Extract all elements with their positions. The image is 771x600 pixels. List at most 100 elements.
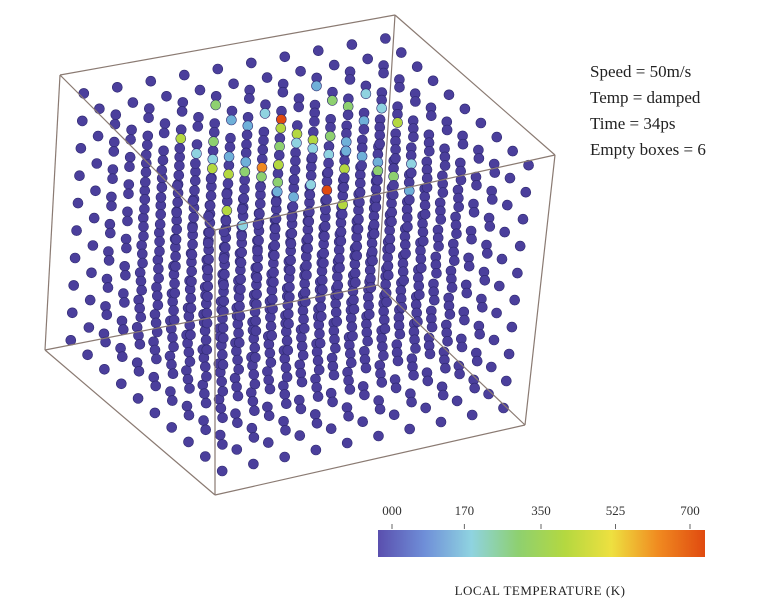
- atom: [384, 243, 396, 254]
- atom: [437, 389, 449, 401]
- atom: [137, 257, 148, 269]
- atom: [152, 299, 164, 311]
- atom: [284, 264, 296, 276]
- colorbar-tick-label: 525: [606, 503, 626, 518]
- atom: [216, 465, 228, 477]
- atom: [303, 216, 315, 227]
- atom: [314, 337, 326, 349]
- atom: [218, 295, 230, 307]
- atom: [109, 118, 121, 130]
- atom: [376, 377, 388, 388]
- atom: [344, 348, 356, 360]
- box-edge: [59, 74, 216, 231]
- atom: [72, 197, 84, 209]
- atom: [170, 251, 181, 262]
- atom: [183, 409, 195, 421]
- atom: [235, 257, 247, 268]
- atom: [311, 417, 323, 429]
- atom: [382, 260, 394, 272]
- atom: [293, 394, 305, 406]
- atom: [134, 338, 146, 350]
- atom: [285, 254, 297, 266]
- atom: [123, 179, 135, 190]
- atom: [373, 430, 384, 442]
- atom: [444, 309, 456, 320]
- atom: [179, 69, 190, 81]
- atom: [388, 180, 399, 191]
- atom: [453, 192, 464, 204]
- atom: [466, 233, 477, 245]
- atom: [239, 166, 251, 178]
- atom: [182, 373, 194, 385]
- atom: [158, 127, 170, 139]
- atom: [135, 311, 147, 323]
- atom: [187, 239, 198, 250]
- atom: [201, 307, 213, 319]
- atom: [268, 267, 279, 278]
- atom: [281, 371, 293, 383]
- atom: [288, 174, 300, 185]
- atom: [124, 151, 136, 163]
- atom: [318, 257, 329, 269]
- atom: [239, 183, 250, 195]
- atom: [253, 235, 264, 246]
- atom: [394, 328, 406, 340]
- box-edge: [377, 14, 396, 286]
- atom: [192, 121, 204, 132]
- atom: [370, 201, 382, 213]
- atom: [345, 357, 357, 369]
- atom: [367, 255, 378, 267]
- atom: [277, 86, 289, 98]
- atom: [287, 201, 299, 212]
- atom: [466, 409, 478, 421]
- atom: [283, 318, 294, 330]
- atom: [234, 300, 245, 312]
- atom: [142, 130, 154, 142]
- atom: [232, 417, 243, 429]
- atom: [185, 302, 197, 314]
- atom: [446, 282, 458, 293]
- atom: [374, 138, 386, 150]
- atom: [356, 160, 368, 171]
- atom: [354, 187, 366, 198]
- atom: [264, 383, 276, 395]
- atom: [517, 213, 529, 225]
- atom: [207, 163, 218, 174]
- atom: [417, 235, 429, 247]
- atom: [394, 82, 405, 93]
- atom: [293, 101, 305, 113]
- atom: [149, 344, 161, 356]
- atom: [471, 355, 483, 367]
- atom: [299, 287, 311, 298]
- atom: [390, 153, 401, 164]
- box-edge: [214, 424, 526, 496]
- atom: [507, 145, 519, 157]
- atom: [170, 234, 182, 245]
- atom: [491, 131, 503, 143]
- atom: [469, 382, 481, 394]
- box-edge: [44, 74, 61, 351]
- atom: [167, 332, 178, 343]
- atom: [249, 378, 261, 390]
- atom: [295, 367, 307, 379]
- atom: [314, 328, 325, 340]
- atom: [404, 194, 415, 206]
- atom: [226, 105, 238, 117]
- atom: [202, 291, 213, 302]
- atom: [233, 327, 244, 339]
- atom: [468, 207, 480, 218]
- box-edge: [394, 14, 556, 156]
- atom: [378, 350, 389, 361]
- colorbar-tick-label: 170: [455, 503, 475, 518]
- atom: [414, 289, 425, 301]
- atom: [133, 365, 145, 377]
- atom: [463, 260, 475, 272]
- atom: [279, 51, 291, 63]
- atom: [117, 351, 128, 363]
- atom: [455, 174, 467, 186]
- atom: [256, 171, 267, 183]
- atom: [185, 329, 196, 341]
- atom: [408, 131, 419, 143]
- atom: [217, 412, 228, 424]
- atom: [231, 444, 243, 455]
